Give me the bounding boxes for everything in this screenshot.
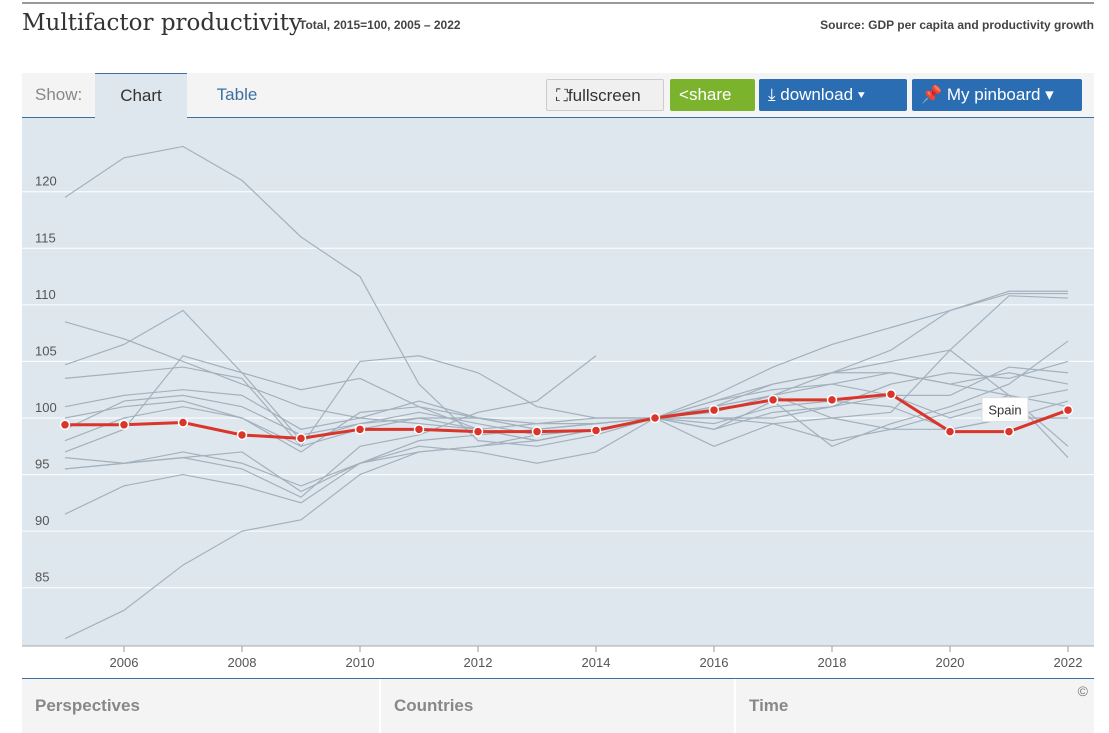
y-tick-label: 90 [35, 513, 49, 528]
spain-data-point [472, 426, 484, 437]
country-series-line [64, 340, 1069, 448]
country-series-line [64, 366, 1069, 487]
spain-data-point [354, 424, 366, 435]
x-tick-label: 2006 [110, 655, 139, 670]
spain-data-point [118, 419, 130, 431]
country-series-line [64, 355, 1069, 453]
countries-panel[interactable]: Countries [381, 679, 736, 733]
spain-data-point [413, 424, 425, 435]
spain-data-point [177, 417, 189, 428]
page-title: Multifactor productivity [22, 10, 302, 36]
y-tick-label: 100 [35, 400, 57, 415]
spain-data-point [767, 394, 779, 406]
copyright-icon[interactable]: © [1077, 683, 1088, 699]
x-tick-label: 2014 [582, 655, 611, 670]
series-label-spain: Spain [988, 403, 1021, 418]
filter-bar: Perspectives Countries Time © [22, 678, 1094, 733]
download-icon: ⤓ [768, 85, 781, 104]
country-series-line [64, 349, 1069, 459]
spain-data-point [826, 394, 838, 406]
y-tick-label: 95 [35, 457, 49, 472]
chart-area [22, 118, 1094, 646]
spain-data-point [708, 404, 720, 416]
spain-data-point [531, 426, 543, 437]
pinboard-button[interactable]: 📌 My pinboard ▾ [912, 79, 1082, 111]
spain-data-point [944, 426, 956, 437]
share-button[interactable]: <share [670, 79, 755, 111]
y-tick-label: 120 [35, 174, 57, 189]
country-series-line [64, 389, 1068, 442]
tab-chart[interactable]: Chart [95, 73, 187, 118]
tab-table[interactable]: Table [216, 85, 258, 104]
y-tick-label: 85 [35, 570, 49, 585]
x-tick-label: 2012 [464, 655, 493, 670]
spain-data-point [295, 433, 307, 444]
x-tick-label: 2010 [346, 655, 375, 670]
perspectives-panel[interactable]: Perspectives [22, 679, 381, 733]
toolbar: Show: Chart Table ⛶fullscreen <share ⤓ d… [22, 73, 1094, 118]
series-label-box [981, 397, 1029, 423]
spain-data-point [1062, 404, 1074, 416]
download-button[interactable]: ⤓ download ▾ [759, 79, 907, 111]
y-tick-label: 110 [35, 287, 56, 302]
pin-icon: 📌 [921, 85, 947, 104]
spain-data-point [236, 429, 248, 441]
y-tick-label: 115 [35, 230, 56, 245]
x-tick-label: 2008 [228, 655, 257, 670]
y-tick-label: 105 [35, 343, 57, 358]
time-panel[interactable]: Time [749, 696, 789, 715]
spain-series-line [65, 392, 1069, 440]
x-tick-label: 2020 [936, 655, 965, 670]
x-tick-label: 2022 [1054, 655, 1083, 670]
top-rule [22, 2, 1094, 4]
country-series-line [64, 321, 1069, 430]
x-tick-label: 2018 [818, 655, 847, 670]
spain-data-point [649, 412, 661, 424]
country-series-line [64, 355, 597, 498]
country-series-line [64, 290, 1068, 493]
fullscreen-button[interactable]: ⛶fullscreen [546, 79, 664, 111]
spain-data-point [590, 425, 602, 436]
show-label: Show: [35, 85, 83, 104]
x-tick-label: 2016 [700, 655, 729, 670]
spain-data-point [1003, 426, 1015, 437]
expand-icon: ⛶ [556, 86, 568, 105]
spain-data-point [885, 388, 897, 400]
share-icon: < [679, 85, 689, 104]
page-subtitle: Total, 2015=100, 2005 – 2022 [299, 18, 461, 32]
source-link[interactable]: Source: GDP per capita and productivity … [820, 18, 1094, 32]
spain-data-point [59, 419, 71, 431]
